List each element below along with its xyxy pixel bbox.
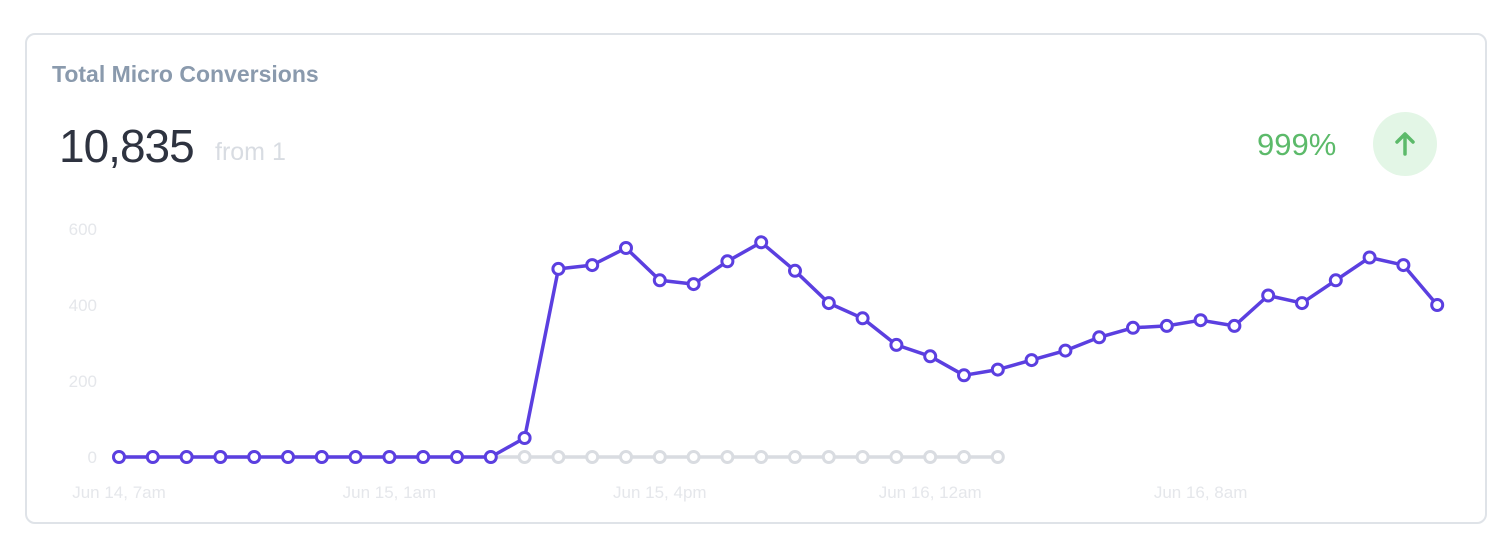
x-tick-label: Jun 15, 1am bbox=[343, 483, 437, 502]
arrow-up-icon bbox=[1395, 132, 1415, 156]
current-period-series-point[interactable] bbox=[990, 362, 1005, 377]
previous-period-series-point[interactable] bbox=[619, 450, 633, 464]
current-period-series-point[interactable] bbox=[1430, 298, 1445, 312]
current-period-series-point[interactable] bbox=[348, 450, 363, 464]
current-period-series-point[interactable] bbox=[923, 349, 938, 364]
card-title: Total Micro Conversions bbox=[52, 61, 319, 87]
current-period-series-point[interactable] bbox=[889, 337, 904, 352]
previous-period-series-point[interactable] bbox=[551, 450, 566, 464]
current-period-series-point[interactable] bbox=[450, 450, 464, 464]
current-period-series-point[interactable] bbox=[145, 450, 160, 464]
current-period-series-point[interactable] bbox=[1295, 296, 1309, 311]
current-period-series-point[interactable] bbox=[619, 241, 633, 255]
previous-period-series-point[interactable] bbox=[652, 450, 667, 464]
current-period-series-point[interactable] bbox=[281, 450, 295, 464]
current-period-series-point[interactable] bbox=[1396, 258, 1411, 273]
previous-period-series-point[interactable] bbox=[957, 450, 971, 464]
current-period-series-point[interactable] bbox=[382, 450, 397, 464]
previous-period-series-point[interactable] bbox=[585, 450, 600, 464]
current-period-series-point[interactable] bbox=[855, 311, 870, 326]
current-period-series-point[interactable] bbox=[821, 296, 836, 311]
current-period-series-point[interactable] bbox=[483, 450, 498, 464]
current-period-series-point[interactable] bbox=[1159, 318, 1174, 333]
y-tick-label: 0 bbox=[88, 448, 97, 467]
current-period-series-point[interactable] bbox=[1328, 273, 1343, 288]
current-period-series-point[interactable] bbox=[179, 450, 194, 464]
current-period-series-line bbox=[119, 240, 1439, 459]
previous-period-series-point[interactable] bbox=[517, 450, 532, 464]
current-period-series-point[interactable] bbox=[585, 258, 600, 273]
current-period-series-point[interactable] bbox=[213, 450, 228, 464]
previous-period-series-point[interactable] bbox=[889, 450, 904, 464]
previous-period-series-point[interactable] bbox=[821, 450, 836, 464]
current-period-series-point[interactable] bbox=[112, 450, 126, 464]
current-period-series-point[interactable] bbox=[551, 261, 566, 276]
previous-period-series-point[interactable] bbox=[720, 450, 735, 464]
current-period-series-point[interactable] bbox=[788, 263, 802, 278]
previous-value-text: from 1 bbox=[215, 138, 286, 166]
current-period-series-point[interactable] bbox=[686, 277, 701, 292]
current-period-series-point[interactable] bbox=[720, 254, 735, 269]
current-period-series-point[interactable] bbox=[957, 368, 971, 383]
current-period-series-point[interactable] bbox=[1024, 353, 1039, 368]
current-period-series-point[interactable] bbox=[314, 450, 329, 464]
current-period-series bbox=[112, 235, 1445, 464]
change-percentage: 999% bbox=[1257, 127, 1337, 162]
x-tick-label: Jun 16, 8am bbox=[1154, 483, 1248, 502]
current-period-series-point[interactable] bbox=[416, 450, 431, 464]
metric-card: Total Micro Conversions 10,835 from 1 99… bbox=[25, 33, 1487, 524]
y-tick-label: 600 bbox=[69, 220, 97, 239]
current-period-series-point[interactable] bbox=[1227, 318, 1242, 333]
previous-period-series-point[interactable] bbox=[686, 450, 701, 464]
current-period-series-point[interactable] bbox=[754, 235, 769, 250]
x-tick-label: Jun 15, 4pm bbox=[613, 483, 707, 502]
previous-period-series-point[interactable] bbox=[990, 450, 1005, 464]
y-tick-label: 200 bbox=[69, 372, 97, 391]
current-period-series-point[interactable] bbox=[247, 450, 262, 464]
x-tick-label: Jun 16, 12am bbox=[879, 483, 982, 502]
current-period-series-point[interactable] bbox=[1058, 343, 1073, 358]
metric-value: 10,835 bbox=[59, 120, 195, 172]
previous-period-series-point[interactable] bbox=[754, 450, 769, 464]
current-period-series-point[interactable] bbox=[652, 273, 667, 288]
current-period-series-point[interactable] bbox=[1193, 313, 1208, 328]
x-tick-label: Jun 14, 7am bbox=[72, 483, 166, 502]
previous-period-series-point[interactable] bbox=[788, 450, 802, 464]
current-period-series-point[interactable] bbox=[1261, 288, 1276, 303]
current-period-series-point[interactable] bbox=[517, 431, 532, 445]
previous-period-series-point[interactable] bbox=[923, 450, 938, 464]
current-period-series-point[interactable] bbox=[1362, 250, 1377, 265]
trend-badge bbox=[1373, 112, 1437, 176]
current-period-series-point[interactable] bbox=[1126, 320, 1140, 335]
previous-period-series-point[interactable] bbox=[855, 450, 870, 464]
current-period-series-point[interactable] bbox=[1092, 330, 1107, 345]
y-tick-label: 400 bbox=[69, 296, 97, 315]
